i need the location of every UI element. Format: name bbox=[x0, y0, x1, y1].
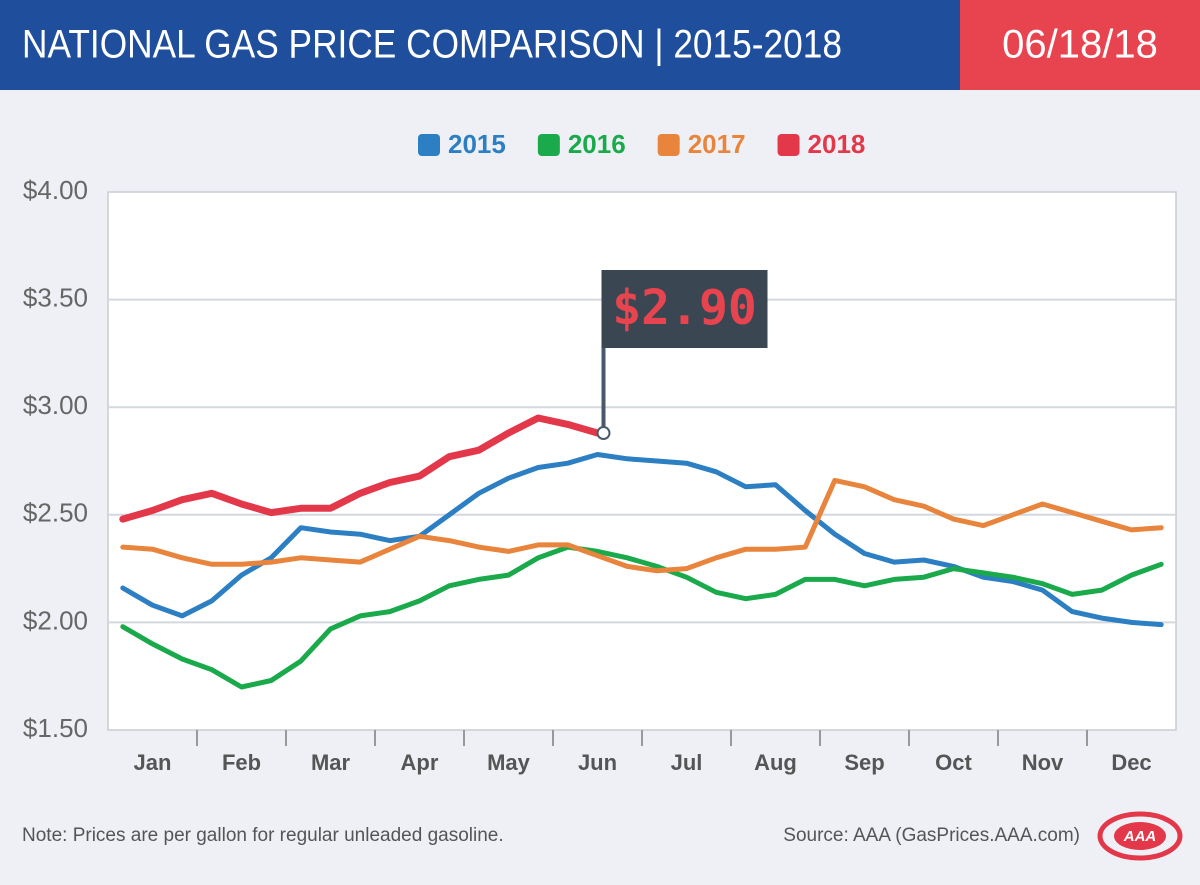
header-date: 06/18/18 bbox=[1002, 23, 1158, 67]
x-tick-label: Jul bbox=[671, 750, 703, 775]
legend-swatch bbox=[657, 134, 680, 156]
legend-swatch bbox=[537, 134, 560, 156]
legend-label: 2015 bbox=[448, 129, 506, 159]
x-tick-label: Dec bbox=[1111, 750, 1151, 775]
legend-label: 2017 bbox=[688, 129, 746, 159]
x-tick-label: Nov bbox=[1022, 750, 1064, 775]
date-box bbox=[960, 0, 1200, 90]
legend-label: 2018 bbox=[808, 129, 866, 159]
y-tick-label: $3.50 bbox=[23, 282, 88, 312]
x-tick-label: Jan bbox=[134, 750, 172, 775]
y-tick-label: $4.00 bbox=[23, 175, 88, 205]
flag-point bbox=[596, 426, 611, 441]
header-title: NATIONAL GAS PRICE COMPARISON | 2015-201… bbox=[22, 23, 842, 67]
x-tick-label: Oct bbox=[935, 750, 972, 775]
series-line bbox=[120, 477, 1164, 574]
x-tick-label: Apr bbox=[401, 750, 439, 775]
x-tick-label: Mar bbox=[311, 750, 351, 775]
y-tick-label: $2.00 bbox=[23, 605, 88, 635]
series-line bbox=[120, 452, 1164, 628]
header-band bbox=[0, 0, 960, 90]
legend-label: 2016 bbox=[568, 129, 626, 159]
x-tick-label: Sep bbox=[844, 750, 884, 775]
flag-box bbox=[601, 270, 768, 348]
note: Note: Prices are per gallon for regular … bbox=[22, 825, 504, 846]
legend-swatch bbox=[418, 134, 440, 156]
x-tick-label: Aug bbox=[754, 750, 797, 775]
svg-text:AAA: AAA bbox=[1123, 828, 1157, 845]
x-tick-label: Feb bbox=[222, 750, 261, 775]
y-tick-label: $2.50 bbox=[23, 498, 88, 528]
x-tick-label: May bbox=[487, 750, 531, 775]
series-line bbox=[120, 544, 1164, 690]
y-tick-label: $3.00 bbox=[23, 390, 88, 420]
aaa-logo: AAA bbox=[1097, 811, 1183, 861]
annotation: $2.90 bbox=[612, 280, 757, 336]
series-line bbox=[119, 414, 601, 523]
source: Source: AAA (GasPrices.AAA.com) bbox=[783, 825, 1080, 846]
y-tick-label: $1.50 bbox=[23, 713, 88, 743]
x-tick-label: Jun bbox=[578, 750, 617, 775]
legend-swatch bbox=[777, 134, 800, 156]
